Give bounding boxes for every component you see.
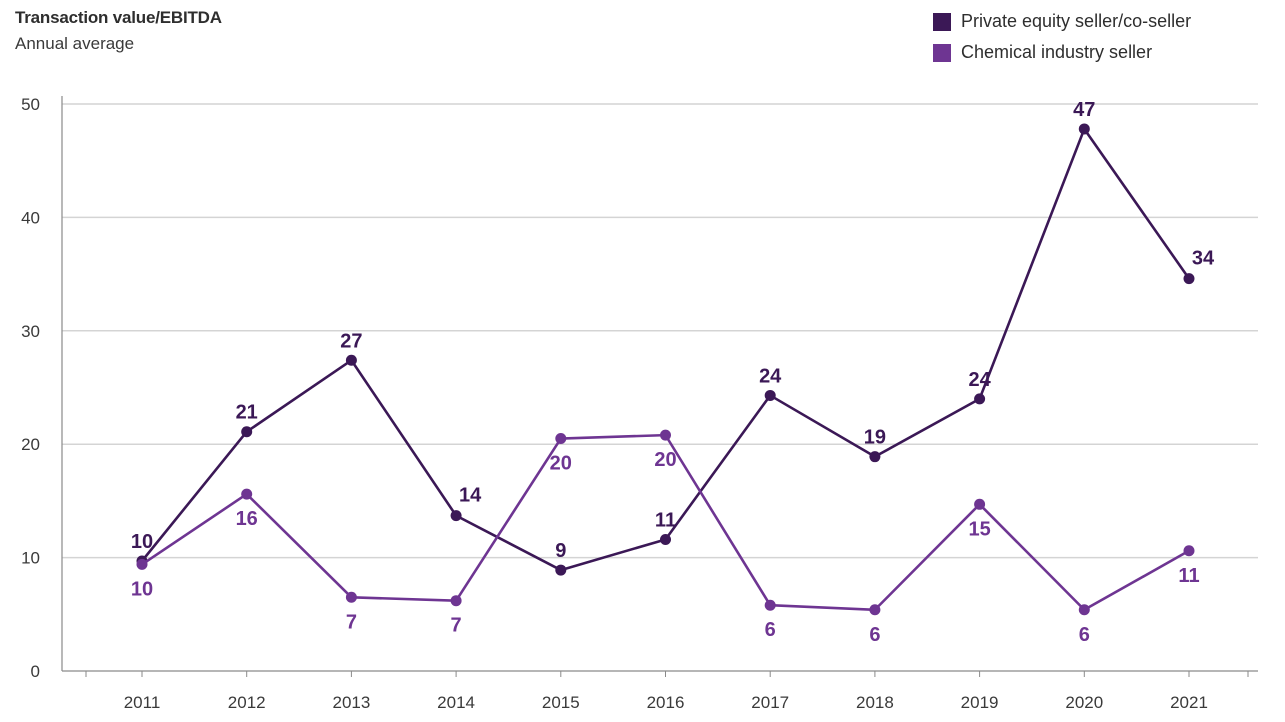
data-point-private-equity-2020 — [1078, 123, 1090, 135]
data-point-private-equity-2017 — [764, 389, 776, 401]
data-label-private-equity-2018: 19 — [864, 427, 886, 449]
legend-label-chemical-industry: Chemical industry seller — [961, 42, 1153, 62]
data-label-private-equity-2020: 47 — [1073, 99, 1095, 121]
legend-label-private-equity: Private equity seller/co-seller — [961, 11, 1192, 31]
data-label-chemical-industry-2020: 6 — [1079, 624, 1090, 646]
data-point-chemical-industry-2012 — [241, 488, 253, 500]
x-tick-label-2019: 2019 — [961, 693, 999, 712]
data-point-private-equity-2012 — [241, 426, 253, 438]
legend-item-chemical-industry: Chemical industry seller — [933, 37, 1191, 68]
y-tick-label-20: 20 — [21, 435, 40, 454]
data-point-private-equity-2013 — [345, 354, 357, 366]
legend: Private equity seller/co-seller Chemical… — [933, 6, 1191, 68]
data-point-chemical-industry-2014 — [450, 595, 462, 607]
data-label-chemical-industry-2012: 16 — [236, 508, 258, 530]
data-point-chemical-industry-2015 — [555, 433, 567, 445]
data-label-chemical-industry-2016: 20 — [654, 449, 676, 471]
series-line-private-equity — [140, 127, 1191, 572]
series-private-equity: 10 21 27 14 9 11 24 19 24 47 34 — [131, 99, 1215, 576]
data-label-private-equity-2021: 34 — [1192, 248, 1215, 270]
data-point-chemical-industry-2011 — [136, 558, 148, 570]
legend-swatch-private-equity — [933, 12, 951, 31]
data-label-private-equity-2013: 27 — [340, 330, 362, 352]
chart-subtitle: Annual average — [15, 34, 135, 53]
x-tick-label-2020: 2020 — [1065, 693, 1103, 712]
data-label-chemical-industry-2013: 7 — [346, 611, 357, 633]
data-label-private-equity-2014: 14 — [459, 485, 482, 507]
data-label-private-equity-2011: 10 — [131, 531, 153, 553]
data-label-chemical-industry-2019: 15 — [968, 518, 990, 540]
x-tick-label-2012: 2012 — [228, 693, 266, 712]
legend-item-private-equity: Private equity seller/co-seller — [933, 6, 1191, 37]
y-tick-label-50: 50 — [21, 95, 40, 114]
x-tick-label-2013: 2013 — [332, 693, 370, 712]
data-point-chemical-industry-2013 — [345, 591, 357, 603]
data-label-private-equity-2016: 11 — [655, 509, 676, 531]
data-label-private-equity-2019: 24 — [968, 369, 991, 391]
data-label-chemical-industry-2017: 6 — [765, 619, 776, 641]
data-label-chemical-industry-2018: 6 — [869, 624, 880, 646]
y-tick-label-0: 0 — [31, 662, 40, 681]
legend-swatch-chemical-industry — [933, 43, 951, 62]
data-point-private-equity-2019 — [974, 393, 986, 405]
data-label-chemical-industry-2014: 7 — [451, 615, 462, 637]
data-point-chemical-industry-2018 — [869, 604, 881, 616]
data-point-private-equity-2014 — [450, 510, 462, 522]
x-tick-label-2015: 2015 — [542, 693, 580, 712]
data-point-chemical-industry-2021 — [1183, 545, 1195, 557]
data-label-chemical-industry-2011: 10 — [131, 578, 153, 600]
data-point-private-equity-2021 — [1183, 273, 1195, 285]
data-label-private-equity-2012: 21 — [236, 402, 258, 424]
data-label-private-equity-2015: 9 — [555, 540, 566, 562]
data-point-chemical-industry-2017 — [764, 599, 776, 611]
x-tick-label-2014: 2014 — [437, 693, 475, 712]
x-tick-label-2011: 2011 — [124, 693, 161, 712]
x-tick-label-2017: 2017 — [751, 693, 789, 712]
data-point-chemical-industry-2016 — [660, 429, 671, 441]
data-point-chemical-industry-2019 — [974, 498, 986, 510]
data-label-chemical-industry-2015: 20 — [550, 453, 572, 475]
data-point-private-equity-2015 — [555, 564, 567, 576]
data-label-chemical-industry-2021: 11 — [1178, 565, 1199, 587]
data-point-chemical-industry-2020 — [1078, 604, 1090, 616]
chart-title: Transaction value/EBITDA — [15, 8, 222, 27]
data-point-private-equity-2018 — [869, 451, 881, 463]
x-tick-label-2018: 2018 — [856, 693, 894, 712]
data-label-private-equity-2017: 24 — [759, 365, 782, 387]
y-tick-label-40: 40 — [21, 208, 40, 227]
x-tick-label-2016: 2016 — [647, 693, 685, 712]
series-chemical-industry: 10 16 7 7 20 20 6 6 15 6 11 — [131, 429, 1200, 646]
y-tick-label-10: 10 — [21, 549, 40, 568]
y-tick-label-30: 30 — [21, 322, 40, 341]
x-tick-label-2021: 2021 — [1170, 693, 1208, 712]
data-point-private-equity-2016 — [660, 533, 671, 545]
